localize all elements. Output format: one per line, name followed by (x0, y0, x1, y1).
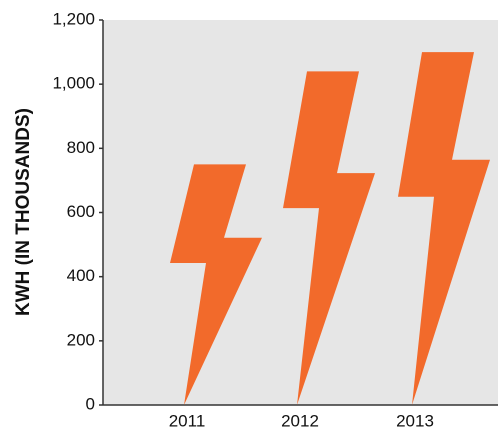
y-tick-label: 1,200 (52, 9, 95, 28)
lightning-bolt (283, 71, 375, 405)
lightning-bolt (398, 52, 490, 405)
y-tick-label: 200 (67, 330, 95, 349)
y-tick-label: 600 (67, 202, 95, 221)
y-axis-title: KWH (IN THOUSANDS) (13, 108, 34, 316)
x-tick-label: 2012 (281, 411, 319, 430)
y-tick-label: 400 (67, 266, 95, 285)
y-tick-label: 800 (67, 138, 95, 157)
lightning-bolt (170, 164, 262, 405)
x-tick-label: 2013 (396, 411, 434, 430)
x-tick-label: 2011 (169, 411, 206, 430)
y-tick-label: 0 (86, 394, 95, 413)
y-tick-label: 1,000 (52, 74, 95, 93)
